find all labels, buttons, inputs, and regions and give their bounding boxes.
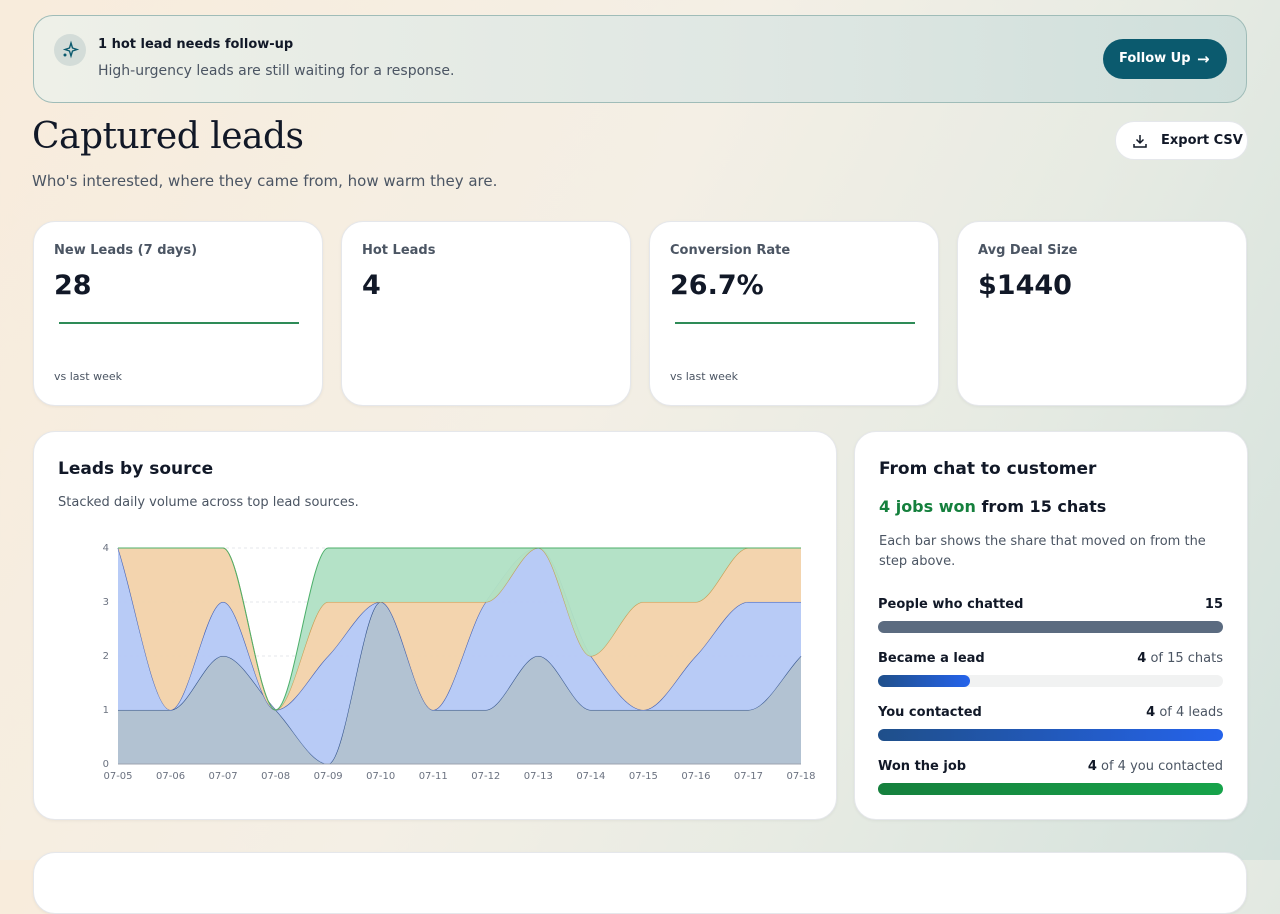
funnel-bar <box>878 729 1223 741</box>
y-tick-label: 4 <box>103 543 109 554</box>
y-tick-label: 2 <box>103 651 109 662</box>
x-tick-label: 07-17 <box>734 771 763 782</box>
kpi-card: New Leads (7 days) 28 vs last week <box>33 221 323 406</box>
kpi-label: Hot Leads <box>362 243 436 258</box>
bar-track <box>878 675 1223 687</box>
follow-up-button[interactable]: Follow Up → <box>1103 39 1227 79</box>
area-band <box>118 548 801 764</box>
arrow-icon: → <box>1197 50 1210 68</box>
x-tick-label: 07-10 <box>366 771 395 782</box>
area-line <box>117 547 801 711</box>
x-tick-label: 07-11 <box>419 771 448 782</box>
won-count: 4 jobs won <box>879 497 976 516</box>
kpi-value: 28 <box>54 270 92 301</box>
step-detail: of 4 you contacted <box>1101 759 1223 774</box>
kpi-value: 4 <box>362 270 381 301</box>
area-band <box>118 602 801 764</box>
kpi-card: Hot Leads 4 <box>341 221 631 406</box>
export-button[interactable]: Export CSV <box>1115 121 1248 160</box>
card-subtitle: Stacked daily volume across top lead sou… <box>58 495 359 510</box>
x-tick-label: 07-13 <box>524 771 553 782</box>
kpi-card: Avg Deal Size $1440 <box>957 221 1247 406</box>
step-count: 4 <box>1146 705 1156 720</box>
sparkle-icon <box>62 40 80 59</box>
step-detail: of 15 chats <box>1150 651 1223 666</box>
x-tick-label: 07-15 <box>629 771 658 782</box>
kpi-note: vs last week <box>54 370 122 383</box>
button-label: Follow Up <box>1119 51 1191 66</box>
banner-title: 1 hot lead needs follow-up <box>98 37 294 52</box>
x-tick-label: 07-16 <box>681 771 710 782</box>
banner-text: High-urgency leads are still waiting for… <box>98 63 455 79</box>
kpi-label: Conversion Rate <box>670 243 791 258</box>
card-title: From chat to customer <box>879 459 1097 479</box>
step-count: 4 <box>1087 759 1097 774</box>
banner-icon <box>54 34 86 66</box>
funnel-headline: 4 jobs won from 15 chats <box>879 497 1106 516</box>
stacked-area-chart: 0 1 2 3 4 07-05 07-06 07-07 07-08 07-09 07-10 07-11… <box>103 543 816 782</box>
funnel-bar <box>878 675 970 687</box>
y-tick-label: 1 <box>103 705 109 716</box>
bar-track <box>878 783 1223 795</box>
kpi-note: vs last week <box>670 370 738 383</box>
funnel-bar <box>878 621 1223 633</box>
x-tick-label: 07-05 <box>103 771 132 782</box>
x-tick-label: 07-14 <box>576 771 605 782</box>
alert-banner: 1 hot lead needs follow-up High-urgency … <box>33 15 1247 103</box>
step-value: 4 of 4 leads <box>1000 705 1223 720</box>
x-tick-label: 07-07 <box>209 771 238 782</box>
area-band <box>118 548 801 710</box>
button-label: Export CSV <box>1161 133 1243 148</box>
step-label: You contacted <box>878 705 982 720</box>
headline-rest: from 15 chats <box>981 497 1107 516</box>
source-card: Leads by source Stacked daily volume acr… <box>33 431 837 820</box>
bar-track <box>878 729 1223 741</box>
step-label: Won the job <box>878 759 967 774</box>
x-tick-label: 07-09 <box>314 771 343 782</box>
step-label: People who chatted <box>878 597 1024 612</box>
x-tick-label: 07-06 <box>156 771 185 782</box>
step-label: Became a lead <box>878 651 985 666</box>
funnel-bar <box>878 783 1223 795</box>
next-card <box>33 852 1247 914</box>
bar-track <box>878 621 1223 633</box>
kpi-value: $1440 <box>978 270 1072 301</box>
area-band <box>118 548 801 710</box>
x-tick-label: 07-08 <box>261 771 290 782</box>
download-icon <box>1133 135 1147 148</box>
y-tick-label: 3 <box>103 597 109 608</box>
funnel-description: Each bar shows the share that moved on f… <box>879 534 1206 569</box>
step-value: 4 of 4 you contacted <box>1000 759 1223 774</box>
kpi-value: 26.7% <box>670 270 764 301</box>
card-title: Leads by source <box>58 459 214 479</box>
trend-line <box>59 322 299 324</box>
kpi-label: New Leads (7 days) <box>54 243 198 258</box>
y-tick-label: 0 <box>103 759 109 770</box>
kpi-label: Avg Deal Size <box>978 243 1078 258</box>
x-tick-label: 07-18 <box>786 771 815 782</box>
step-value: 4 of 15 chats <box>1000 651 1223 666</box>
step-value: 15 <box>1000 597 1223 612</box>
page-subtitle: Who's interested, where they came from, … <box>32 172 498 190</box>
trend-line <box>675 322 915 324</box>
step-count: 15 <box>1204 597 1223 612</box>
step-count: 4 <box>1137 651 1147 666</box>
kpi-card: Conversion Rate 26.7% vs last week <box>649 221 939 406</box>
x-tick-label: 07-12 <box>471 771 500 782</box>
step-detail: of 4 leads <box>1159 705 1223 720</box>
page-title: Captured leads <box>32 116 304 157</box>
